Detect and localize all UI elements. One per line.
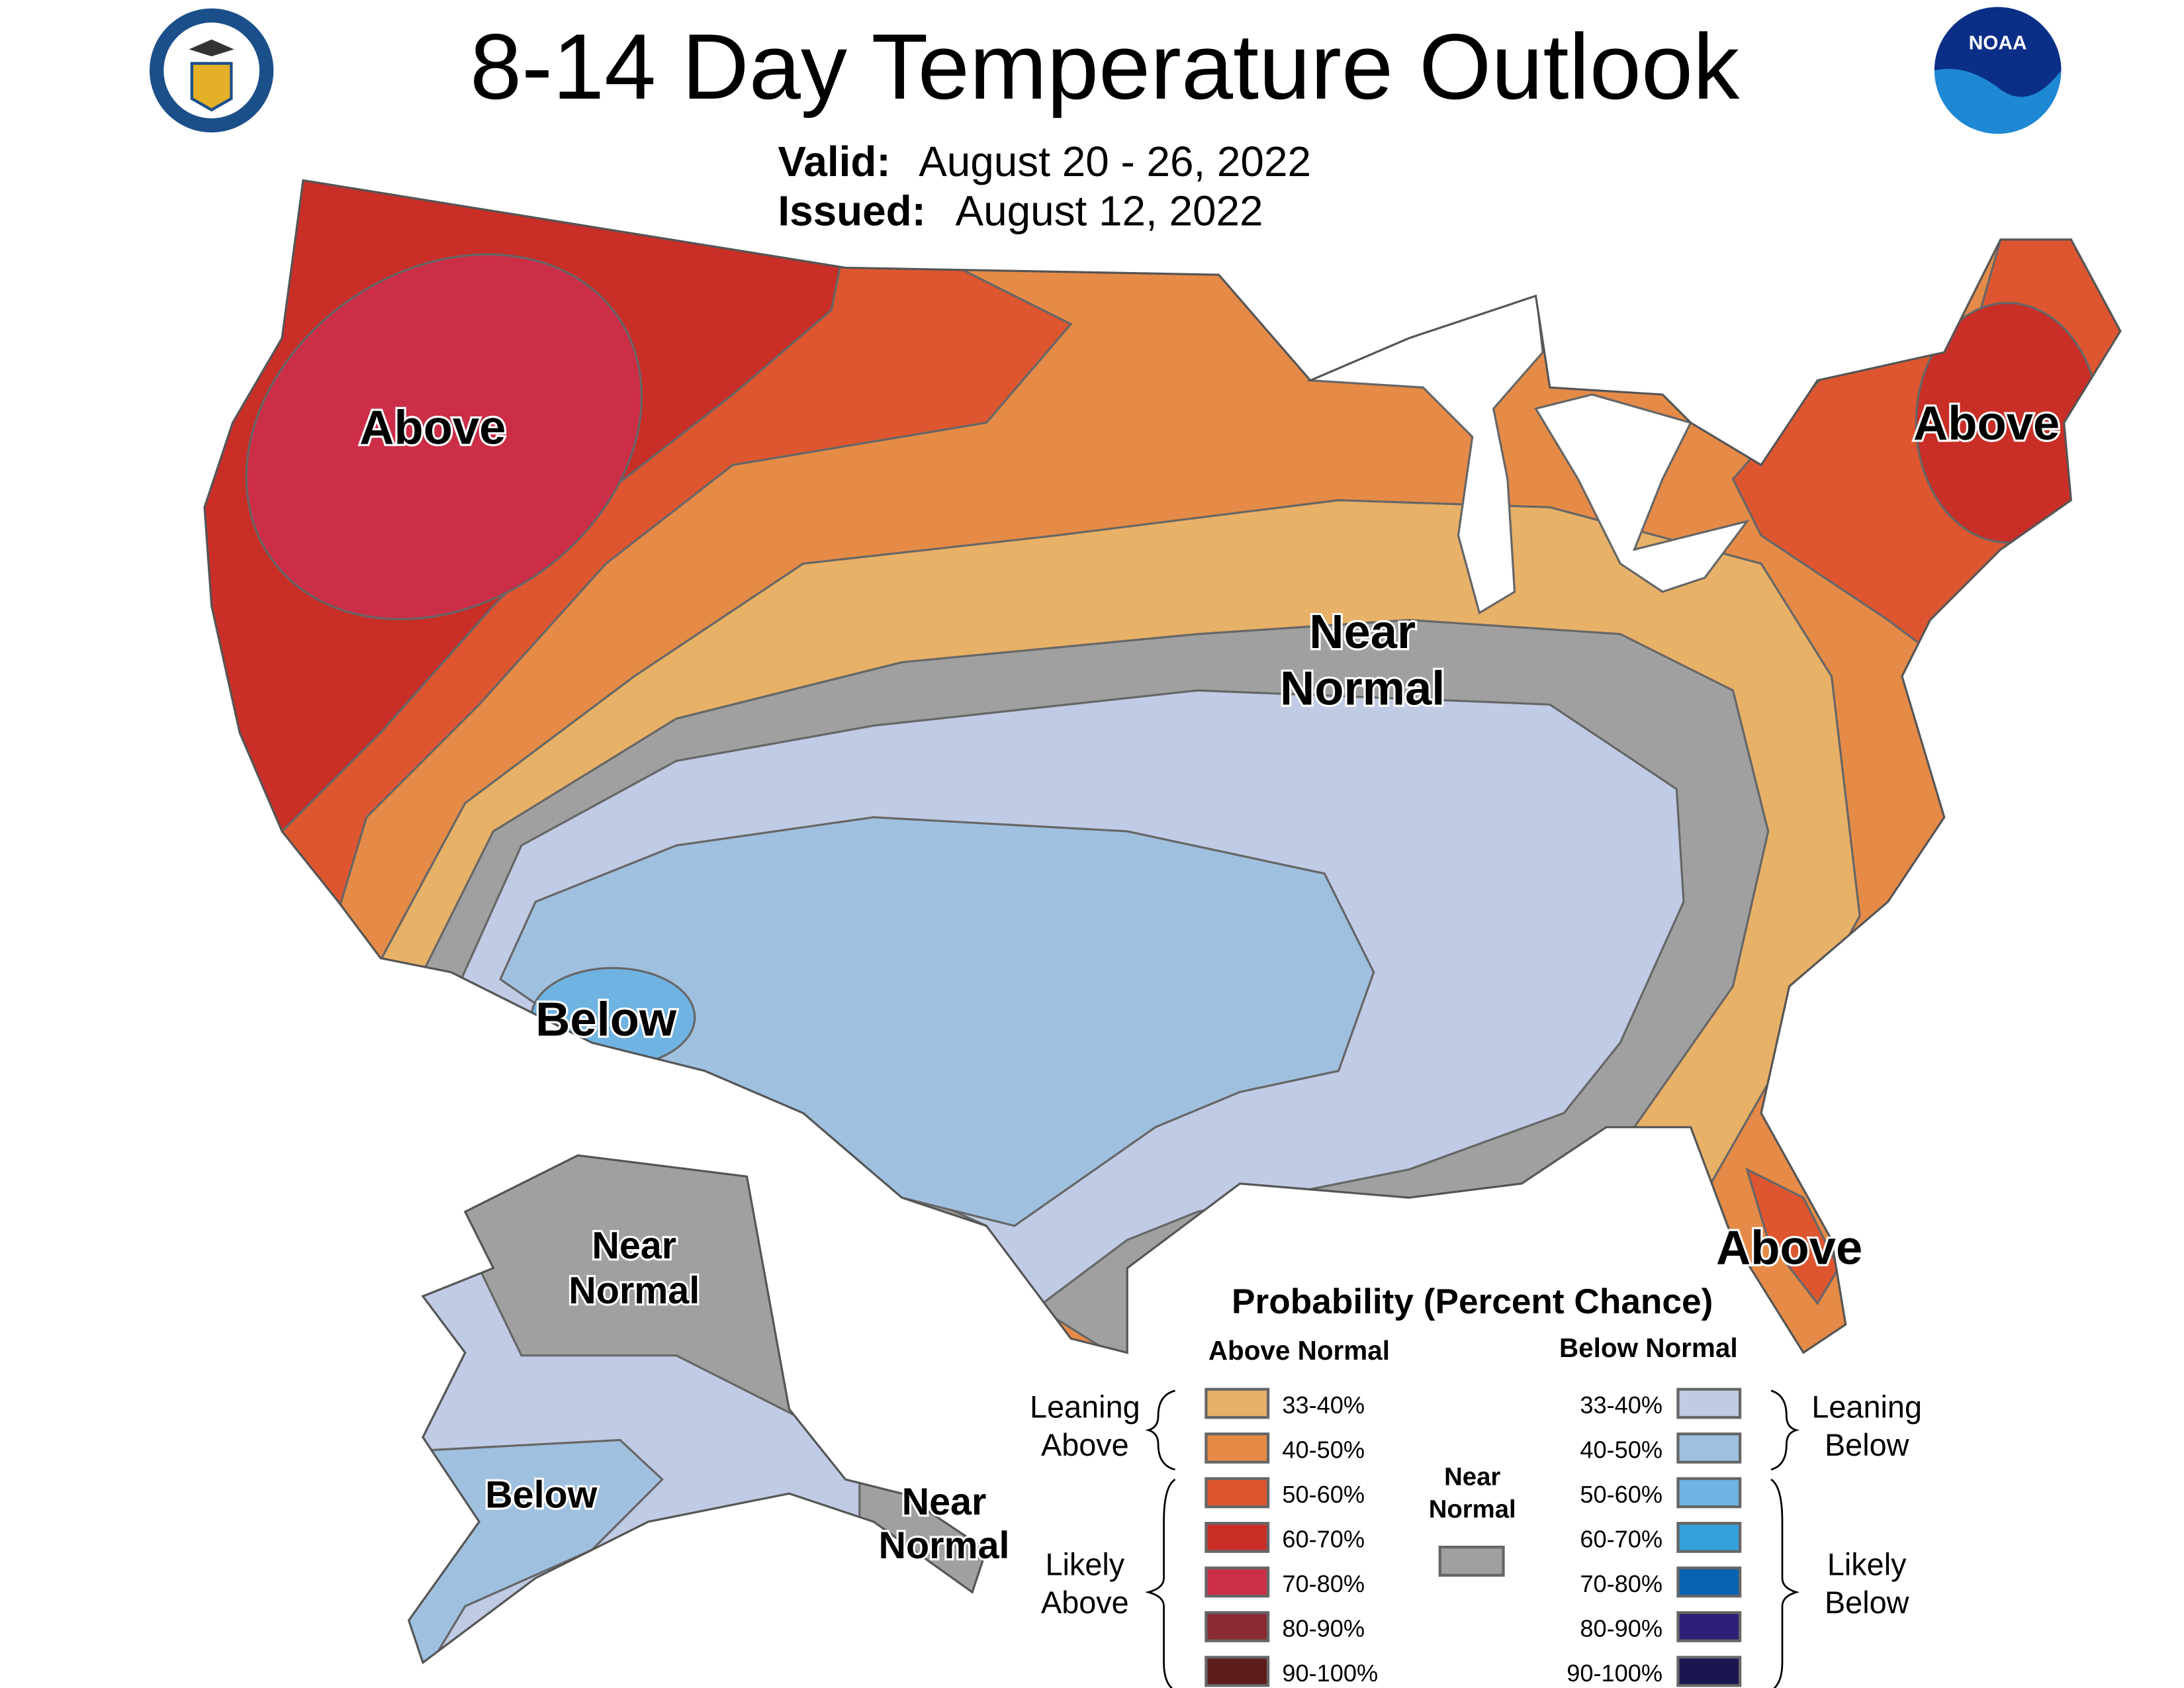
label-panhandle-near: Near xyxy=(902,1481,987,1523)
legend-swatch-above-70-80% xyxy=(1205,1566,1270,1598)
legend-label-below: 80-90% xyxy=(1580,1615,1662,1642)
legend-title: Probability (Percent Chance) xyxy=(1232,1282,1713,1321)
legend-label-above: 60-70% xyxy=(1282,1525,1365,1552)
legend-swatch-below-60-70% xyxy=(1676,1522,1742,1553)
legend-below-header: Below Normal xyxy=(1559,1333,1738,1363)
likely-above-line2: Above xyxy=(1041,1585,1129,1620)
near-normal-line2: Normal xyxy=(1429,1495,1516,1523)
legend-swatch-above-33-40% xyxy=(1205,1387,1270,1419)
legend-label-below: 50-60% xyxy=(1580,1481,1662,1508)
conus-outline xyxy=(203,179,2122,1354)
region-above-50-60-florida xyxy=(1745,1167,1840,1305)
label-west-above: Above xyxy=(359,400,506,454)
legend-swatch-below-50-60% xyxy=(1676,1477,1742,1509)
issued-label: Issued: xyxy=(778,187,926,235)
legend-label-above: 40-50% xyxy=(1282,1436,1365,1463)
brace-leaning-above-icon xyxy=(1145,1389,1175,1471)
region-above-70-80-west xyxy=(245,253,643,620)
legend-swatch-below-90-100% xyxy=(1676,1656,1742,1687)
alaska-outline xyxy=(407,1154,988,1665)
legend-swatch-below-80-90% xyxy=(1676,1611,1742,1642)
valid-label: Valid: xyxy=(778,138,890,185)
issued-value: August 12, 2022 xyxy=(956,187,1263,235)
near-normal-swatch xyxy=(1438,1546,1505,1577)
leaning-above-line2: Above xyxy=(1041,1428,1129,1462)
page-title: 8-14 Day Temperature Outlook xyxy=(470,15,1740,118)
label-alaska-below: Below xyxy=(485,1474,598,1517)
legend-swatch-above-60-70% xyxy=(1205,1522,1270,1553)
label-northeast-above: Above xyxy=(1913,397,2060,450)
near-normal-line1: Near xyxy=(1444,1462,1500,1491)
legend-label-below: 33-40% xyxy=(1580,1391,1662,1419)
likely-below-line1: Likely xyxy=(1827,1548,1907,1582)
legend-label-above: 80-90% xyxy=(1282,1615,1365,1642)
legend: Probability (Percent Chance) Above Norma… xyxy=(1030,1282,1922,1688)
likely-below-line2: Below xyxy=(1825,1585,1909,1620)
doc-seal-logo xyxy=(150,8,274,133)
label-southwest-below: Below xyxy=(535,992,677,1046)
brace-likely-below-icon xyxy=(1770,1478,1800,1688)
legend-label-above: 70-80% xyxy=(1282,1570,1365,1597)
noaa-logo: NOAA xyxy=(1934,7,2062,134)
legend-label-below: 90-100% xyxy=(1567,1660,1662,1687)
legend-label-below: 40-50% xyxy=(1580,1436,1662,1463)
legend-swatch-above-50-60% xyxy=(1205,1477,1270,1509)
leaning-above-line1: Leaning xyxy=(1030,1389,1140,1424)
legend-swatch-above-90-100% xyxy=(1205,1656,1270,1687)
legend-label-above: 90-100% xyxy=(1282,1660,1378,1687)
legend-label-above: 50-60% xyxy=(1282,1481,1365,1508)
legend-swatch-above-80-90% xyxy=(1205,1611,1270,1642)
brace-icons xyxy=(1144,1389,1800,1688)
legend-label-above: 33-40% xyxy=(1282,1391,1365,1419)
legend-label-below: 70-80% xyxy=(1580,1570,1662,1597)
legend-swatch-above-40-50% xyxy=(1205,1432,1270,1464)
legend-above-header: Above Normal xyxy=(1208,1335,1390,1366)
label-florida-above: Above xyxy=(1716,1221,1862,1274)
legend-swatch-below-70-80% xyxy=(1676,1566,1742,1598)
label-panhandle-normal: Normal xyxy=(879,1524,1010,1567)
likely-above-line1: Likely xyxy=(1046,1548,1125,1582)
noaa-logo-text: NOAA xyxy=(1969,32,2027,54)
alaska-near-normal xyxy=(449,1155,798,1419)
legend-swatch-below-33-40% xyxy=(1676,1387,1742,1419)
label-alaska-near: Near xyxy=(592,1225,676,1267)
brace-leaning-below-icon xyxy=(1770,1389,1800,1471)
valid-value: August 20 - 26, 2022 xyxy=(919,138,1311,185)
leaning-below-line1: Leaning xyxy=(1811,1389,1922,1424)
leaning-below-line2: Below xyxy=(1825,1428,1909,1462)
label-central-near: Near xyxy=(1309,605,1416,659)
label-alaska-normal: Normal xyxy=(569,1270,700,1312)
label-central-normal: Normal xyxy=(1280,661,1445,715)
brace-likely-above-icon xyxy=(1144,1478,1176,1688)
legend-label-below: 60-70% xyxy=(1580,1525,1662,1552)
legend-swatch-below-40-50% xyxy=(1676,1432,1742,1464)
